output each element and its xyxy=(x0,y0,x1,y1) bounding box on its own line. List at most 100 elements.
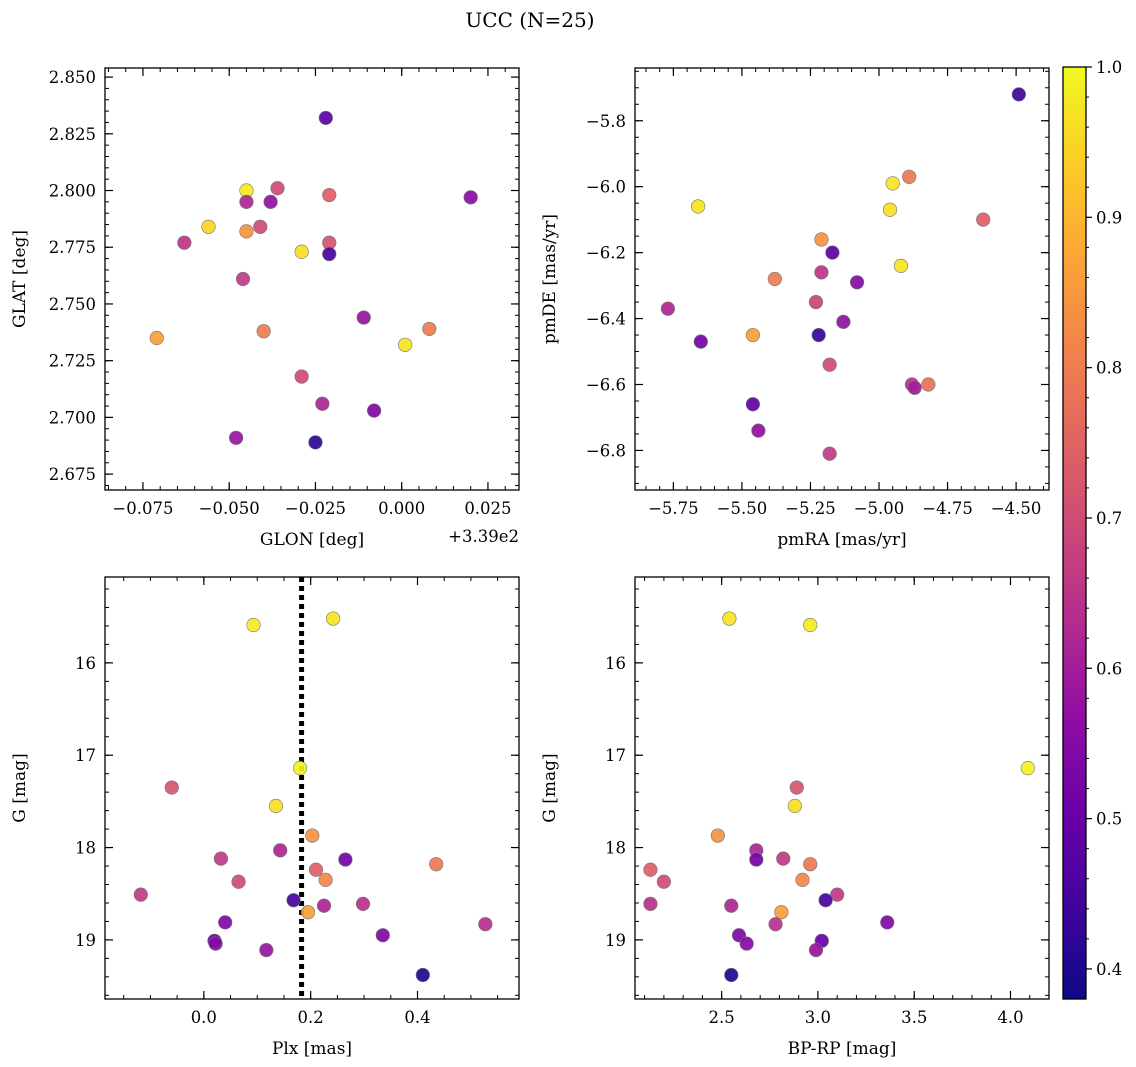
scatter-points xyxy=(133,611,493,983)
scatter-point xyxy=(338,852,353,867)
scatter-point xyxy=(787,798,802,814)
scatter-point xyxy=(660,301,676,316)
panel-plx-g: 0.0 0.2 0.4 16 17 18 19 Plx [mas] G [mag] xyxy=(10,576,520,1059)
colorbar-tick-label: 0.7 xyxy=(1096,509,1122,528)
scatter-point xyxy=(355,896,371,911)
y-tick-label: 2.800 xyxy=(49,182,96,201)
colorbar-tick-label: 0.6 xyxy=(1096,659,1122,678)
scatter-point xyxy=(375,928,390,943)
scatter-point xyxy=(745,397,760,412)
scatter-point xyxy=(822,357,837,372)
y-tick-label: 2.700 xyxy=(49,408,96,427)
scatter-point xyxy=(356,310,371,325)
scatter-point xyxy=(795,872,810,887)
scatter-point xyxy=(811,327,826,343)
colorbar-tick-label: 0.8 xyxy=(1096,359,1122,378)
scatter-point xyxy=(822,446,837,461)
colorbar-tick-label: 0.9 xyxy=(1096,208,1122,227)
scatter-point xyxy=(286,893,301,908)
scatter-point xyxy=(268,798,284,814)
scatter-point xyxy=(305,828,320,843)
y-tick-label: −6.2 xyxy=(586,244,626,263)
scatter-point xyxy=(745,327,760,343)
x-tick-label: −4.75 xyxy=(922,499,973,518)
scatter-point xyxy=(273,843,288,858)
x-axis-label: pmRA [mas/yr] xyxy=(777,530,906,550)
scatter-point xyxy=(789,780,804,795)
scatter-point xyxy=(768,917,783,932)
panel-glon-glat: −0.075 −0.050 −0.025 0.000 0.025 2.675 2.700 2.… xyxy=(10,67,520,550)
x-tick-label: 0.2 xyxy=(298,1008,324,1027)
x-tick-label: −0.075 xyxy=(112,499,173,518)
y-tick-label: 2.750 xyxy=(49,295,96,314)
axes-frame xyxy=(104,576,520,1000)
x-tick-label: −0.025 xyxy=(285,499,346,518)
scatter-point xyxy=(201,219,216,234)
scatter-point xyxy=(208,936,223,951)
scatter-point xyxy=(235,271,251,287)
scatter-point xyxy=(880,915,895,930)
scatter-point xyxy=(836,314,851,329)
scatter-point xyxy=(429,857,444,872)
axes-frame xyxy=(634,576,1050,1000)
y-tick-label: −5.8 xyxy=(586,112,626,131)
scatter-point xyxy=(231,874,246,889)
scatter-point xyxy=(398,337,413,352)
y-tick-label: −6.8 xyxy=(586,441,626,460)
scatter-points xyxy=(660,87,1026,461)
axes-frame xyxy=(104,67,520,491)
scatter-point xyxy=(308,435,323,450)
scatter-point xyxy=(690,199,706,214)
x-tick-label: 4.0 xyxy=(997,1008,1023,1027)
scatter-point xyxy=(902,169,917,184)
scatter-point xyxy=(263,194,278,209)
scatter-point xyxy=(239,194,254,209)
scatter-point xyxy=(767,271,782,287)
x-tick-label: 2.5 xyxy=(709,1008,735,1027)
colorbar-gradient xyxy=(1062,66,1087,1000)
y-tick-label: 2.675 xyxy=(49,465,96,484)
scatter-point xyxy=(316,898,332,913)
scatter-point xyxy=(885,176,900,191)
x-tick-label: 3.5 xyxy=(901,1008,927,1027)
y-tick-label: 19 xyxy=(605,931,626,950)
x-tick-label: −5.50 xyxy=(717,499,768,518)
scatter-point xyxy=(643,896,658,911)
scatter-point xyxy=(808,294,824,310)
panel-bprp-g: 2.5 3.0 3.5 4.0 16 17 18 19 BP-RP [mag] G [mag] xyxy=(540,576,1050,1059)
colorbar: 0.4 0.5 0.6 0.7 0.8 0.9 1.0 xyxy=(1062,58,1122,1000)
scatter-point xyxy=(830,887,845,902)
scatter-point xyxy=(710,828,725,843)
scatter-point xyxy=(808,942,824,958)
y-axis-label: G [mag] xyxy=(540,753,560,822)
scatter-point xyxy=(318,872,333,887)
scatter-point xyxy=(818,893,833,908)
scatter-point xyxy=(229,430,244,445)
scatter-point xyxy=(478,917,493,932)
scatter-point xyxy=(803,857,818,872)
scatter-point xyxy=(724,967,739,983)
scatter-point xyxy=(643,862,658,877)
scatter-point xyxy=(825,245,840,260)
scatter-point xyxy=(907,380,922,395)
scatter-point xyxy=(1020,761,1035,776)
scatter-points xyxy=(643,611,1035,983)
y-tick-label: 17 xyxy=(75,746,96,765)
scatter-point xyxy=(367,403,382,418)
scatter-point xyxy=(326,611,341,626)
y-tick-label: 18 xyxy=(75,839,96,858)
scatter-point xyxy=(259,942,274,958)
scatter-point xyxy=(739,936,754,951)
scatter-point xyxy=(803,617,818,633)
figure-title: UCC (N=25) xyxy=(465,8,594,32)
y-tick-label: −6.0 xyxy=(586,178,626,197)
y-tick-label: 16 xyxy=(605,654,626,673)
scatter-point xyxy=(814,265,829,280)
scatter-point xyxy=(294,244,309,259)
scatter-point xyxy=(218,915,233,930)
scatter-point xyxy=(774,905,789,920)
scatter-point xyxy=(724,898,739,913)
colorbar-tick-label: 0.5 xyxy=(1096,810,1122,829)
y-tick-label: 2.725 xyxy=(49,352,96,371)
